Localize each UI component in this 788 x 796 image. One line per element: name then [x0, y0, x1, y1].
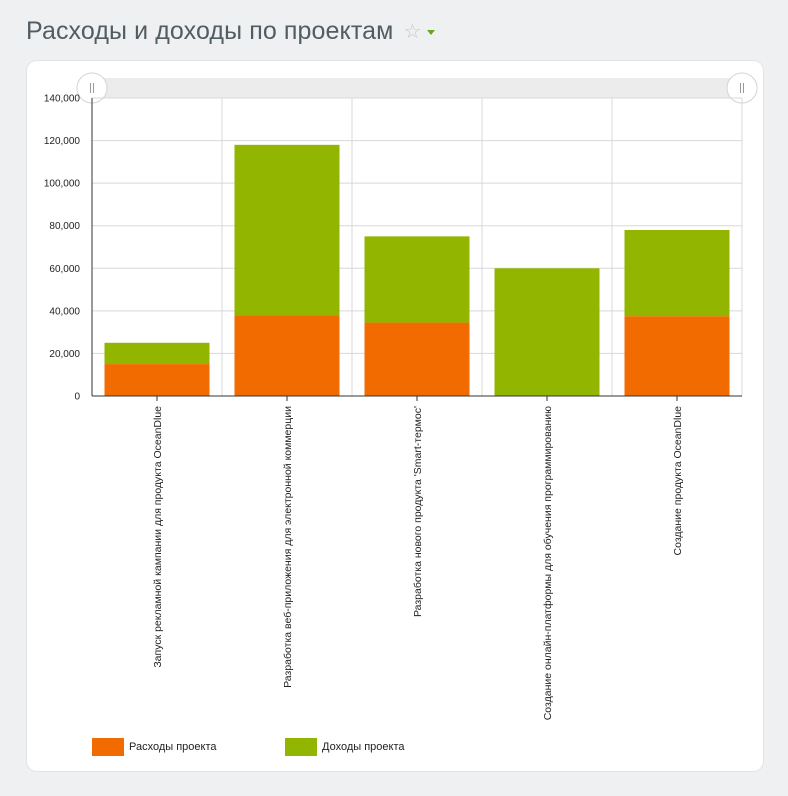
x-tick-label: Создание онлайн-платформы для обучения п… [542, 406, 554, 720]
header: Расходы и доходы по проектам ☆ [26, 14, 436, 48]
bar-income[interactable] [364, 236, 470, 323]
bar-expenses[interactable] [364, 322, 470, 396]
bar-income[interactable] [624, 229, 730, 317]
bar-expenses[interactable] [104, 364, 210, 396]
legend-swatch-expenses [92, 738, 124, 756]
x-tick-label: Создание продукта OceanDlue [672, 406, 684, 556]
legend-label-income: Доходы проекта [322, 741, 405, 753]
legend: Расходы проекта Доходы проекта [92, 738, 404, 756]
legend-item-expenses[interactable]: Расходы проекта [92, 738, 285, 756]
star-icon[interactable]: ☆ [403, 19, 422, 43]
range-slider-track[interactable] [92, 78, 742, 98]
stacked-bar-chart: 0 20,000 40,000 60,000 80,000 100,000 120,000 1… [44, 72, 758, 720]
x-tick-label: Запуск рекламной кампании для продукта O… [152, 406, 164, 668]
legend-label-expenses: Расходы проекта [129, 741, 217, 753]
bar-income[interactable] [234, 144, 340, 316]
legend-item-income[interactable]: Доходы проекта [285, 738, 404, 756]
y-tick-label: 140,000 [44, 94, 81, 105]
chart-card: 0 20,000 40,000 60,000 80,000 100,000 120,000 1… [27, 61, 763, 771]
chevron-down-icon[interactable] [427, 29, 436, 35]
x-tick-label: Разработка нового продукта 'Smart-термос… [412, 406, 424, 617]
y-tick-label: 120,000 [44, 136, 81, 147]
y-tick-label: 0 [74, 392, 80, 403]
x-tick-label: Разработка веб-приложения для электронно… [282, 406, 294, 688]
y-tick-label: 40,000 [49, 306, 80, 317]
bar-income[interactable] [104, 342, 210, 365]
bar-expenses[interactable] [234, 315, 340, 396]
legend-swatch-income [285, 738, 317, 756]
page-title: Расходы и доходы по проектам [26, 16, 394, 45]
bar-expenses[interactable] [624, 316, 730, 396]
y-tick-label: 60,000 [49, 264, 80, 275]
y-tick-label: 100,000 [44, 179, 81, 190]
y-tick-label: 20,000 [49, 349, 80, 360]
y-tick-label: 80,000 [49, 221, 80, 232]
bar-income[interactable] [494, 268, 600, 396]
